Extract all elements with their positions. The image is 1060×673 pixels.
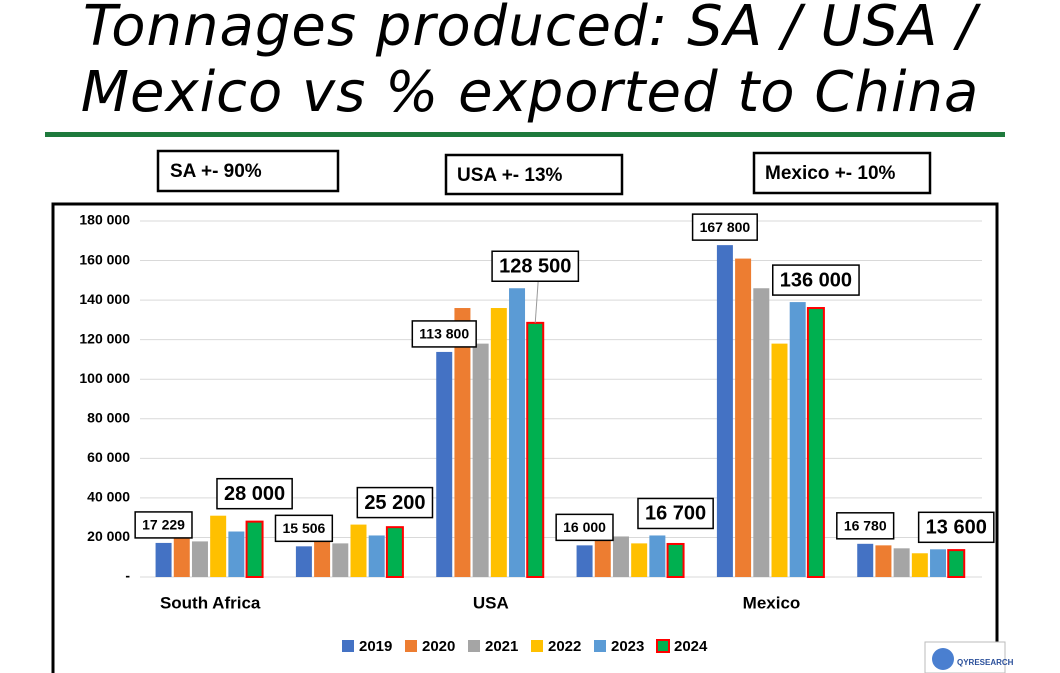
- bar: [857, 543, 874, 577]
- bar: [735, 258, 752, 577]
- bar: [368, 535, 385, 577]
- data-label-box: [637, 497, 714, 530]
- data-label-box: [691, 213, 758, 241]
- bar: [191, 541, 208, 577]
- data-label: 113 800: [419, 326, 469, 342]
- bar: [806, 307, 825, 578]
- data-label-box: [772, 264, 860, 296]
- y-tick-label: 60 000: [87, 449, 130, 465]
- data-label: 167 800: [700, 219, 751, 235]
- data-label-box: [491, 250, 580, 282]
- note: SA +- 90%: [170, 161, 262, 182]
- legend-swatch: [405, 640, 417, 652]
- y-tick-label: 180 000: [79, 212, 130, 228]
- y-tick-label: 40 000: [87, 489, 130, 505]
- bar: [173, 537, 190, 577]
- bar: [789, 302, 806, 577]
- x-tick-label: Mexico: [743, 593, 801, 612]
- data-label: 13 600: [926, 517, 987, 539]
- y-tick-label: 120 000: [79, 330, 130, 346]
- legend-swatch: [594, 640, 606, 652]
- data-label-box: [216, 477, 293, 510]
- bar: [576, 545, 593, 577]
- bar: [911, 553, 928, 577]
- bar: [454, 308, 471, 577]
- bar: [631, 543, 648, 577]
- bar: [295, 546, 312, 577]
- note-box: [752, 151, 932, 195]
- bar: [716, 245, 733, 577]
- data-label-box: [134, 511, 193, 539]
- y-tick-label: 100 000: [79, 370, 130, 386]
- data-label: 16 700: [645, 503, 706, 525]
- bar: [930, 549, 947, 577]
- bar: [314, 539, 331, 577]
- y-tick-label: 140 000: [79, 291, 130, 307]
- legend-label: 2021: [485, 638, 518, 655]
- legend-label: 2024: [674, 638, 708, 655]
- data-label-box: [836, 512, 895, 540]
- legend-label: 2019: [359, 638, 392, 655]
- note-box: [444, 153, 624, 196]
- data-label-box: [917, 511, 995, 544]
- y-tick-label: -: [125, 568, 130, 584]
- bar: [893, 548, 910, 577]
- data-label-box: [555, 513, 614, 542]
- logo-mark: [932, 648, 954, 670]
- bar: [771, 343, 788, 577]
- title-rule: [45, 132, 1005, 137]
- bar: [385, 526, 404, 578]
- bar: [594, 539, 611, 577]
- legend-label: 2020: [422, 638, 455, 655]
- data-label-box: [356, 486, 434, 519]
- bar: [228, 531, 245, 577]
- legend-swatch: [468, 640, 480, 652]
- slide-title: Tonnages produced: SA / USA / Mexico vs …: [80, 0, 980, 125]
- x-tick-label: South Africa: [160, 593, 261, 612]
- data-label: 128 500: [499, 256, 571, 278]
- bar: [436, 351, 453, 577]
- bar: [245, 520, 264, 578]
- data-label: 28 000: [224, 483, 285, 505]
- data-label: 136 000: [780, 269, 852, 291]
- note-box: [156, 149, 340, 193]
- bar: [472, 343, 489, 577]
- bar: [509, 288, 526, 577]
- data-label-box: [411, 320, 477, 348]
- data-label: 25 200: [364, 492, 425, 514]
- data-label: 16 780: [844, 518, 887, 534]
- legend-swatch: [531, 640, 543, 652]
- bar: [875, 545, 892, 577]
- legend-label: 2022: [548, 638, 581, 655]
- note: Mexico +- 10%: [765, 163, 896, 184]
- x-tick-label: USA: [473, 593, 509, 612]
- legend-label: 2023: [611, 638, 644, 655]
- bar: [155, 542, 172, 577]
- data-label-box: [274, 514, 334, 543]
- legend-swatch: [342, 640, 354, 652]
- data-label: 17 229: [142, 517, 185, 533]
- note: USA +- 13%: [457, 165, 563, 186]
- data-label: 16 000: [563, 519, 606, 535]
- bar: [210, 515, 227, 577]
- legend-swatch: [656, 639, 670, 653]
- bar: [350, 524, 367, 577]
- bar: [649, 535, 666, 577]
- bar: [947, 549, 966, 579]
- leader-line: [534, 280, 539, 323]
- bar: [526, 321, 545, 578]
- bar: [666, 542, 685, 579]
- bar: [753, 288, 770, 577]
- logo: QYRESEARCH: [957, 658, 1014, 667]
- bar: [612, 536, 629, 577]
- y-tick-label: 20 000: [87, 528, 130, 544]
- bar: [490, 308, 507, 577]
- y-tick-label: 160 000: [79, 251, 130, 267]
- data-label: 15 506: [282, 520, 325, 536]
- bar: [332, 543, 349, 577]
- y-tick-label: 80 000: [87, 409, 130, 425]
